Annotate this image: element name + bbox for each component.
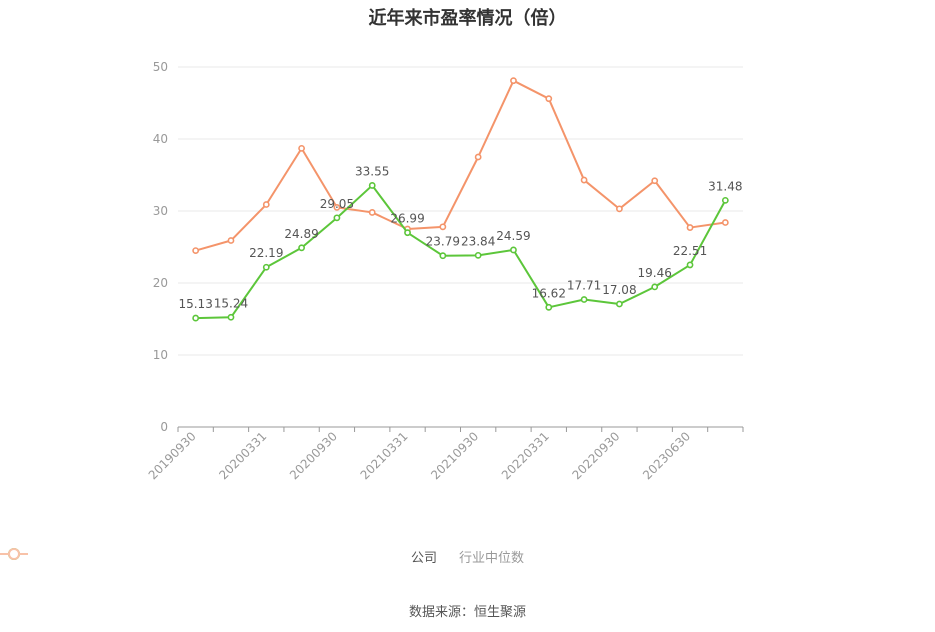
data-label: 15.13 (178, 297, 212, 311)
series-group (192, 77, 729, 322)
series-line-1 (195, 79, 726, 252)
data-point (439, 223, 447, 231)
data-point (616, 205, 623, 213)
data-point (298, 144, 305, 152)
data-point (545, 95, 553, 103)
y-tick-label: 10 (153, 348, 168, 362)
data-label: 16.62 (532, 286, 566, 300)
x-tick-label: 20190930 (146, 429, 199, 482)
data-point (580, 296, 588, 303)
data-point (721, 196, 729, 204)
data-point (262, 263, 270, 271)
data-label: 22.19 (249, 246, 283, 260)
line-chart: 0 10 20 30 40 50 20190930 20200331 20200930 2021… (146, 60, 744, 482)
x-tick-label: 20220331 (499, 429, 552, 482)
data-label: 26.99 (390, 212, 424, 226)
data-point (298, 244, 305, 252)
y-tick-label: 30 (153, 204, 168, 218)
data-point (192, 247, 200, 254)
data-point (368, 209, 376, 216)
data-point (580, 176, 588, 184)
chart-title: 近年来市盈率情况（倍） (368, 8, 567, 29)
data-point (262, 201, 270, 208)
data-label: 23.84 (461, 234, 495, 248)
data-label: 17.08 (602, 283, 636, 297)
y-tick-label: 20 (153, 276, 168, 290)
series-line-0 (195, 184, 727, 320)
data-point (368, 182, 376, 189)
data-label: 33.55 (355, 164, 389, 178)
y-tick-label: 40 (153, 132, 168, 146)
data-label: 17.71 (567, 278, 601, 292)
legend-label-company: 公司 (410, 551, 437, 566)
data-point (651, 177, 659, 185)
grid-lines (178, 66, 743, 356)
legend-marker-industry-median (0, 548, 28, 560)
data-point (333, 203, 341, 211)
data-label: 24.89 (284, 227, 318, 241)
data-point (192, 314, 200, 322)
y-tick-label: 0 (160, 420, 168, 434)
data-point (510, 77, 517, 85)
data-point (686, 261, 694, 269)
x-tick-label: 20200930 (287, 429, 340, 482)
data-point (439, 252, 447, 260)
data-point (333, 214, 341, 222)
x-tick-label: 20210930 (428, 429, 481, 482)
x-tick-label: 20230630 (640, 429, 693, 482)
x-tick-label: 20220930 (569, 429, 622, 482)
data-label: 24.59 (496, 229, 530, 243)
data-point (227, 237, 235, 244)
source-note: 数据来源：恒生聚源 (408, 605, 526, 620)
data-label: 23.79 (426, 235, 460, 249)
data-point (227, 313, 235, 321)
x-axis: 20190930 20200331 20200930 20210331 20210930… (146, 426, 744, 482)
data-point (404, 229, 411, 237)
data-point (474, 251, 482, 259)
legend-item-industry-median[interactable]: 行业中位数 (0, 547, 525, 566)
data-point (651, 283, 659, 291)
data-label: 19.46 (638, 266, 672, 280)
x-tick-label: 20200331 (216, 429, 269, 482)
legend-item-company[interactable]: 公司 (0, 547, 437, 566)
data-point (474, 153, 482, 161)
data-point (545, 303, 553, 311)
data-label: 22.51 (673, 244, 707, 258)
data-label: 15.24 (214, 296, 248, 310)
data-point (686, 224, 694, 231)
data-label: 31.48 (708, 179, 742, 193)
data-label: 29.05 (320, 197, 354, 211)
y-axis: 0 10 20 30 40 50 (153, 60, 168, 434)
data-point (721, 219, 729, 226)
data-point (510, 246, 517, 254)
x-tick-label: 20210331 (358, 429, 411, 482)
data-point (616, 300, 623, 308)
legend: 公司 行业中位数 (0, 547, 935, 566)
y-tick-label: 50 (153, 60, 168, 74)
legend-label-industry-median: 行业中位数 (459, 551, 525, 566)
